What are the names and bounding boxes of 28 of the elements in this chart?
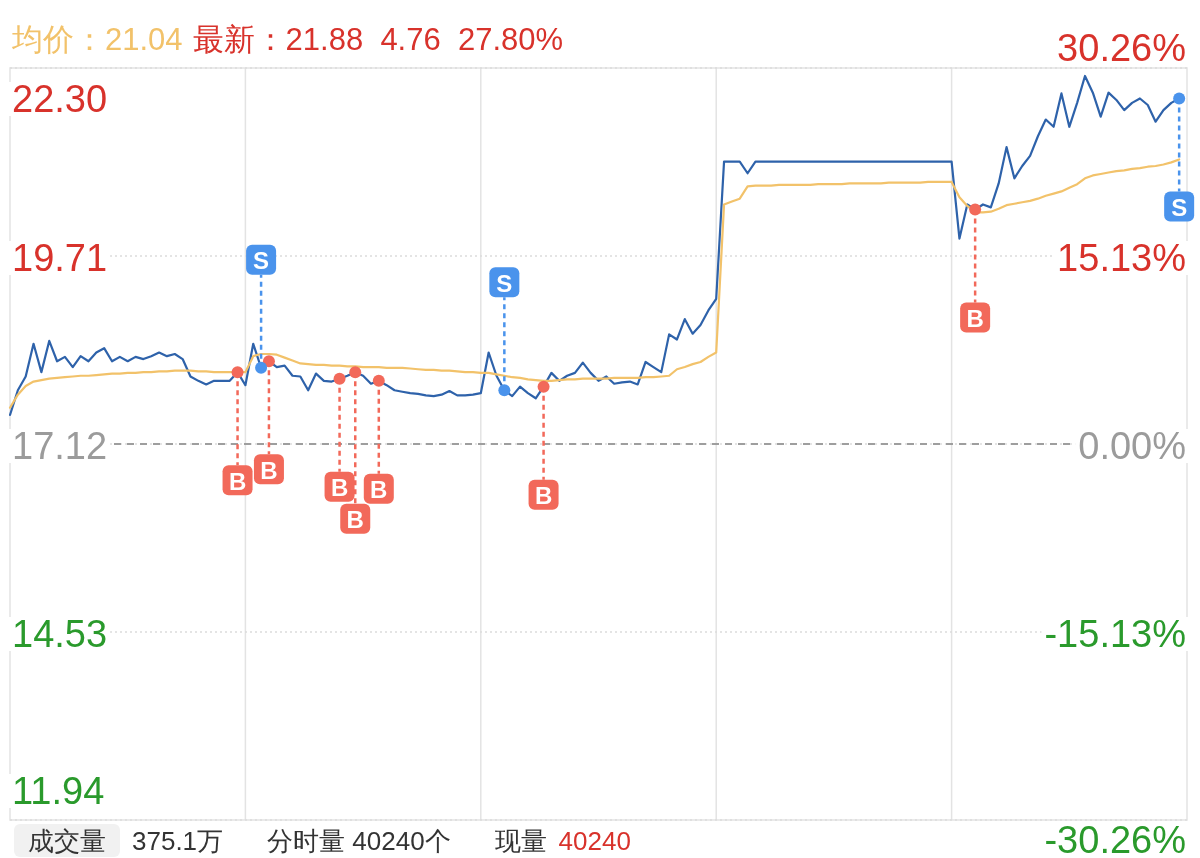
- y2-tick-label: 0.00%: [1078, 425, 1186, 467]
- point-label: S: [1164, 191, 1195, 222]
- point-label: B: [363, 473, 394, 504]
- point-label: B: [340, 503, 371, 534]
- text: 40240: [558, 826, 631, 856]
- text: 375.1万: [132, 826, 224, 856]
- y-tick-label: 22.30: [12, 78, 108, 120]
- text: 均价：21.04: [11, 22, 183, 57]
- point-label: S: [246, 244, 277, 275]
- y-tick-label: 11.94: [12, 770, 105, 812]
- legend-label: B: [260, 456, 278, 484]
- point-label: B: [253, 454, 284, 485]
- point-label: B: [222, 465, 253, 496]
- text: 分时量 40240个: [267, 826, 451, 856]
- point-label: B: [528, 479, 559, 510]
- y-tick-label: 14.53: [12, 613, 108, 655]
- y2-tick-label: -15.13%: [1044, 613, 1186, 655]
- text: 成交量: [28, 826, 106, 856]
- y2-tick-label: 15.13%: [1057, 237, 1186, 279]
- point-label: B: [324, 471, 355, 502]
- point-label: B: [960, 302, 991, 333]
- y2-tick-label: 30.26%: [1057, 27, 1186, 69]
- y-tick-label: 19.71: [12, 237, 108, 279]
- y2-tick-label: -30.26%: [1044, 819, 1186, 858]
- text: 现量: [494, 826, 547, 856]
- point-label: S: [489, 267, 520, 298]
- y-tick-label: 17.12: [12, 425, 108, 467]
- chart-subtitle: 最新：21.88 4.76 27.80%: [192, 22, 564, 57]
